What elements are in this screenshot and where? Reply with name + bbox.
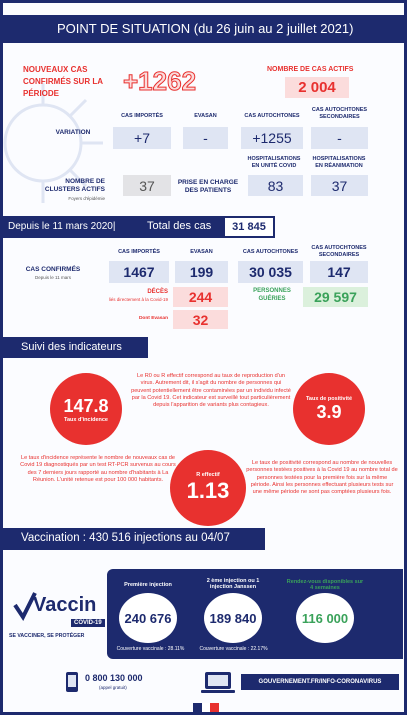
evasan-value: 32 (173, 310, 228, 329)
confirmed-label: CAS CONFIRMÉS (25, 266, 81, 273)
first-label: Première injection (124, 582, 172, 588)
indicators-bar (3, 337, 148, 358)
phone-number: 0 800 130 000 (85, 673, 143, 683)
vaccination-title: Vaccination : 430 516 injections au 04/0… (21, 532, 230, 544)
first-value: 240 676 (119, 593, 177, 643)
r-text: Le R0 ou R effectif correspond au taux d… (131, 373, 291, 409)
total-bar (3, 216, 275, 238)
r-label: R effectif (196, 472, 220, 478)
second-value: 189 840 (204, 593, 262, 643)
hosp-covid-value: 83 (248, 175, 303, 196)
incidence-value: 147.8 (63, 395, 109, 416)
confirmed-value: 199 (175, 261, 228, 283)
header-bar (3, 15, 404, 43)
deaths-value: 244 (173, 287, 228, 307)
appointments-label: Rendez-vous disponibles sur 4 semaines (286, 579, 364, 591)
vaccination-bar (3, 528, 265, 550)
variation-value: - (311, 127, 368, 149)
incidence-text: Le taux d'incidence représente le nombre… (20, 455, 176, 483)
variation-value: +7 (113, 127, 171, 149)
variation-value: +1255 (241, 127, 303, 149)
logo-slogan: SE VACCINER, SE PROTÉGER (9, 633, 85, 639)
phone-icon (66, 672, 78, 692)
column-header: EVASAN (194, 113, 217, 119)
total-value: 31 845 (225, 218, 273, 236)
positivity-circle: Taux de positivité 3.9 (293, 373, 365, 445)
laptop-icon (201, 672, 235, 693)
active-cases-label: NOMBRE DE CAS ACTIFS (267, 66, 354, 73)
evasan-label: Dont Evasan (138, 316, 168, 321)
logo-sub: COVID-19 (71, 619, 105, 627)
column-header: EVASAN (190, 249, 213, 255)
variation-value: - (183, 127, 228, 149)
positivity-label: Taux de positivité (305, 395, 353, 402)
hosp-rea-value: 37 (311, 175, 368, 196)
phone-note: (appel gratuit) (99, 685, 127, 690)
column-header: CAS IMPORTÉS (118, 249, 160, 255)
active-cases-value: 2 004 (285, 77, 349, 98)
second-label: 2 ème injection ou 1 injection Janssen (206, 578, 260, 590)
virus-decoration (3, 83, 103, 203)
incidence-circle: 147.8 Taux d'incidence (50, 373, 122, 445)
flag (193, 703, 219, 712)
logo-check (13, 592, 37, 621)
confirmed-value: 1467 (109, 261, 169, 283)
total-since: Depuis le 11 mars 2020| (8, 221, 116, 232)
clusters-note: Foyers d'épidémie (68, 196, 105, 201)
second-coverage: Couverture vaccinale : 22.17% (199, 646, 268, 652)
deaths-label: DÉCÈS (147, 289, 168, 295)
hosp-covid-label: HOSPITALISATIONS EN UNITÉ COVID (247, 156, 301, 169)
column-header: CAS IMPORTÉS (121, 113, 163, 119)
column-header: CAS AUTOCHTONES (244, 113, 300, 119)
patients-label: PRISE EN CHARGE DES PATIENTS (177, 179, 239, 195)
total-label: Total des cas (147, 220, 212, 232)
appointments-value: 116 000 (296, 593, 354, 643)
recovered-value: 29 597 (303, 287, 368, 307)
positivity-value: 3.9 (316, 401, 342, 422)
hosp-rea-label: HOSPITALISATIONS EN RÉANIMATION (312, 156, 366, 169)
clusters-label: NOMBRE DE CLUSTERS ACTIFS (44, 178, 105, 194)
indicators-title: Suivi des indicateurs (21, 341, 122, 353)
r-circle: R effectif 1.13 (170, 450, 246, 526)
deaths-note: liés directement à la Covid-19 (108, 297, 168, 302)
variation-label: VARIATION (55, 129, 91, 136)
confirmed-value: 147 (310, 261, 368, 283)
positivity-text: Le taux de positivité correspond au nomb… (246, 460, 398, 496)
clusters-value: 37 (123, 175, 171, 196)
column-header: CAS AUTOCHTONES SECONDAIRES (311, 245, 367, 258)
new-cases-label: NOUVEAUX CAS CONFIRMÉS SUR LA PÉRIODE (23, 65, 103, 98)
confirmed-value: 30 035 (238, 261, 303, 283)
r-value: 1.13 (186, 478, 230, 503)
incidence-label: Taux d'incidence (64, 416, 108, 423)
website[interactable]: GOUVERNEMENT.FR/INFO-CORONAVIRUS (241, 674, 399, 690)
logo-name: Vaccin (33, 594, 97, 616)
column-header: CAS AUTOCHTONES SECONDAIRES (311, 107, 368, 120)
first-coverage: Couverture vaccinale : 28.11% (116, 646, 185, 652)
confirmed-note: Depuis le 11 mars (35, 275, 71, 280)
new-cases-value: +1262 (122, 66, 197, 97)
header-title: POINT DE SITUATION (du 26 juin au 2 juil… (57, 21, 354, 36)
recovered-label: PERSONNES GUÉRIES (253, 288, 291, 303)
column-header: CAS AUTOCHTONES (242, 249, 299, 255)
